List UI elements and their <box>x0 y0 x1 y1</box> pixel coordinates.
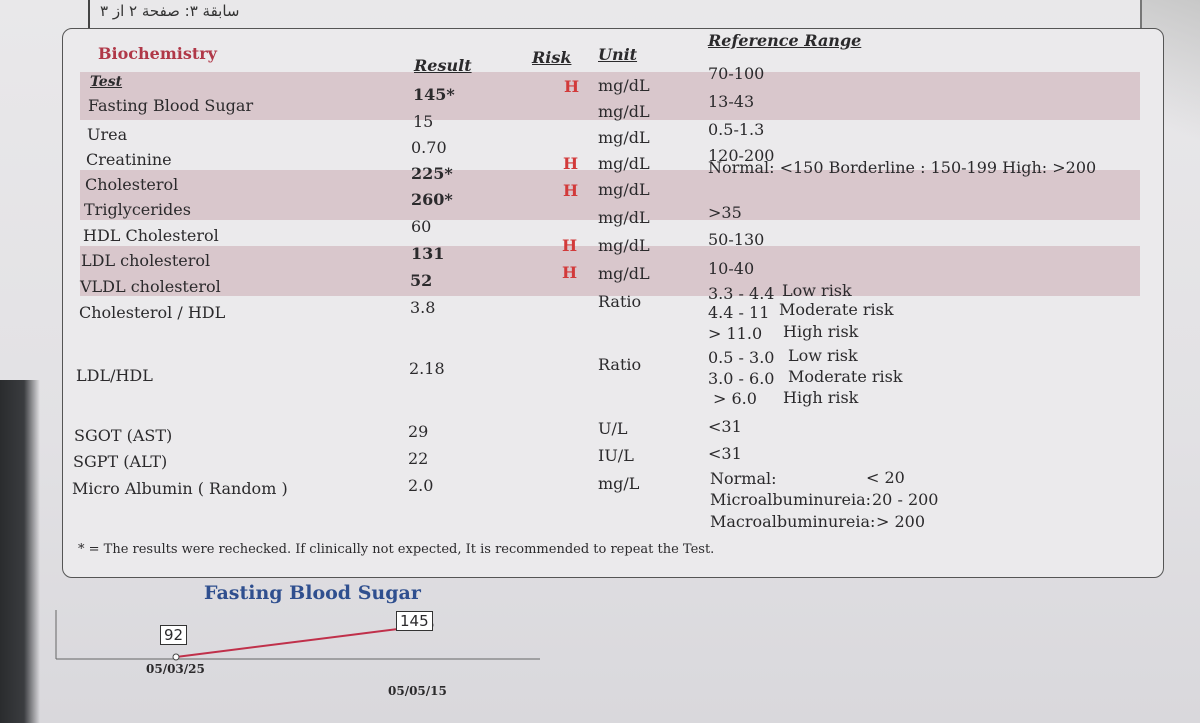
reference-range: > 11.0 <box>708 324 763 343</box>
series-line <box>175 624 431 658</box>
test-unit: mg/dL <box>598 102 650 121</box>
reference-range: 50-130 <box>708 230 765 249</box>
risk-flag: H <box>563 181 579 200</box>
reference-range-label: High risk <box>783 322 859 341</box>
test-name: SGOT (AST) <box>74 426 173 445</box>
test-name: Cholesterol <box>85 175 179 194</box>
test-result: 60 <box>411 217 432 236</box>
reference-range: 3.3 - 4.4 <box>708 284 775 303</box>
test-name: Cholesterol / HDL <box>79 303 226 322</box>
reference-range: 20 - 200 <box>872 490 939 509</box>
test-unit: Ratio <box>598 355 642 374</box>
reference-range: 0.5 - 3.0 <box>708 348 775 367</box>
test-name: Micro Albumin ( Random ) <box>72 479 288 498</box>
test-name: Creatinine <box>86 150 172 169</box>
test-unit: Ratio <box>598 292 642 311</box>
test-name: LDL/HDL <box>76 366 153 385</box>
data-label: 145 <box>396 611 433 631</box>
reference-range-label: Normal: <box>710 469 777 488</box>
reference-range: > 6.0 <box>713 389 757 408</box>
test-result: 2.0 <box>408 476 434 495</box>
test-result: 15 <box>413 112 434 131</box>
risk-flag: H <box>563 154 579 173</box>
test-name: LDL cholesterol <box>81 251 211 270</box>
test-name: Urea <box>87 125 128 144</box>
risk-flag: H <box>564 77 580 96</box>
reference-range: 120-200 <box>708 146 775 165</box>
test-unit: mg/dL <box>598 76 650 95</box>
test-name: Triglycerides <box>84 200 191 219</box>
x-tick-label: 05/05/15 <box>388 684 447 698</box>
test-unit: mg/dL <box>598 154 650 173</box>
test-unit: U/L <box>598 419 628 438</box>
chart-title: Fasting Blood Sugar <box>204 582 421 604</box>
risk-flag: H <box>562 263 578 282</box>
data-point <box>172 653 180 661</box>
reference-range: 10-40 <box>708 259 755 278</box>
data-label: 92 <box>160 625 188 645</box>
reference-range: 13-43 <box>708 92 755 111</box>
reference-range: 70-100 <box>708 64 765 83</box>
reference-range-label: Macroalbuminureia: <box>710 512 876 531</box>
reference-range: > 200 <box>876 512 926 531</box>
test-unit: mg/dL <box>598 128 650 147</box>
reference-range-label: Moderate risk <box>788 367 903 386</box>
column-header-unit: Unit <box>598 45 638 64</box>
reference-range: 4.4 - 11 <box>708 303 770 322</box>
test-unit: mg/L <box>598 474 640 493</box>
risk-flag: H <box>562 236 578 255</box>
row-highlight <box>80 170 1140 220</box>
x-tick-label: 05/03/25 <box>146 662 205 676</box>
test-result: 260* <box>411 190 453 209</box>
test-result: 2.18 <box>409 359 445 378</box>
test-name: HDL Cholesterol <box>83 226 219 245</box>
test-result: 3.8 <box>410 298 436 317</box>
reference-range: >35 <box>708 203 742 222</box>
reference-range: <31 <box>708 444 742 463</box>
trend-chart <box>55 610 540 661</box>
reference-range-label: Microalbuminureia: <box>710 490 872 509</box>
test-unit: mg/dL <box>598 180 650 199</box>
reference-range: < 20 <box>866 468 905 487</box>
test-unit: mg/dL <box>598 264 650 283</box>
test-result: 52 <box>410 271 433 290</box>
reference-range-label: High risk <box>783 388 859 407</box>
reference-range-label: Low risk <box>782 281 852 300</box>
test-result: 145* <box>413 85 455 104</box>
test-name: VLDL cholesterol <box>80 277 221 296</box>
column-header-risk: Risk <box>532 48 572 67</box>
reference-range-label: Moderate risk <box>779 300 894 319</box>
column-header-reference: Reference Range <box>708 31 862 50</box>
reference-range-label: Low risk <box>788 346 858 365</box>
column-header-test: Test <box>90 74 123 90</box>
test-result: 22 <box>408 449 429 468</box>
column-header-result: Result <box>414 56 472 75</box>
test-name: SGPT (ALT) <box>73 452 168 471</box>
test-unit: mg/dL <box>598 208 650 227</box>
row-highlight <box>80 72 1140 120</box>
reference-range: Normal: <150 Borderline : 150-199 High: … <box>708 158 1097 177</box>
section-title: Biochemistry <box>98 44 217 63</box>
page-number-header: سابقة ٣: صفحة ٢ از ٣ <box>100 2 240 20</box>
footnote: * = The results were rechecked. If clini… <box>78 542 715 557</box>
test-result: 0.70 <box>411 138 447 157</box>
test-result: 29 <box>408 422 429 441</box>
row-highlight <box>80 246 1140 296</box>
test-unit: IU/L <box>598 446 634 465</box>
reference-range: 3.0 - 6.0 <box>708 369 775 388</box>
page-header-box <box>88 0 1142 30</box>
test-result: 131 <box>411 244 445 263</box>
background-edge <box>0 380 40 723</box>
test-result: 225* <box>411 164 453 183</box>
test-name: Fasting Blood Sugar <box>88 96 254 115</box>
reference-range: 0.5-1.3 <box>708 120 765 139</box>
test-unit: mg/dL <box>598 236 650 255</box>
reference-range: <31 <box>708 417 742 436</box>
